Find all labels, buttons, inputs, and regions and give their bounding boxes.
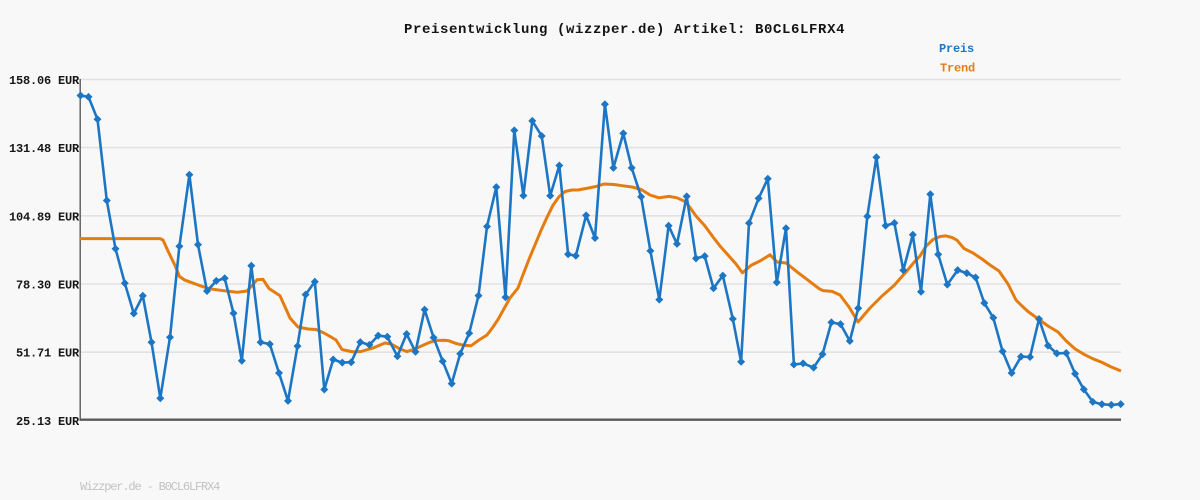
- svg-text:78.30 EUR: 78.30 EUR: [16, 279, 80, 293]
- svg-text:131.48 EUR: 131.48 EUR: [9, 142, 80, 156]
- svg-text:Preisentwicklung (wizzper.de): Preisentwicklung (wizzper.de) Artikel: B…: [404, 22, 845, 38]
- svg-text:158.06 EUR: 158.06 EUR: [9, 74, 80, 88]
- svg-text:104.89 EUR: 104.89 EUR: [9, 210, 80, 224]
- svg-text:51.71 EUR: 51.71 EUR: [16, 347, 80, 361]
- svg-text:25.13 EUR: 25.13 EUR: [16, 415, 80, 429]
- svg-text:Preis: Preis: [939, 42, 974, 56]
- svg-text:Trend: Trend: [940, 62, 975, 76]
- svg-text:Wizzper.de - B0CL6LFRX4: Wizzper.de - B0CL6LFRX4: [80, 480, 220, 494]
